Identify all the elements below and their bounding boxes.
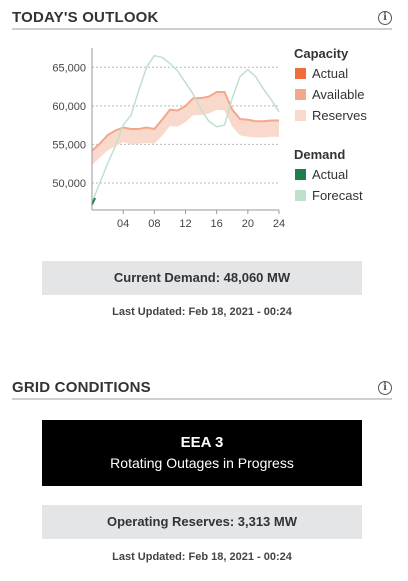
eea-status-box: EEA 3 Rotating Outages in Progress <box>42 420 362 486</box>
current-demand-bar: Current Demand: 48,060 MW <box>42 261 362 295</box>
grid-last-updated: Last Updated: Feb 18, 2021 - 00:24 <box>112 551 292 563</box>
y-tick-label: 60,000 <box>52 101 86 113</box>
legend-swatch <box>295 190 306 201</box>
legend-item-label: Reserves <box>312 108 367 123</box>
outlook-last-updated: Last Updated: Feb 18, 2021 - 00:24 <box>112 306 292 318</box>
forecast-line <box>91 54 280 203</box>
eea-level: EEA 3 <box>180 434 224 451</box>
legend-swatch <box>295 110 306 121</box>
grid-header: GRID CONDITIONS i <box>12 376 392 400</box>
legend-item-label: Actual <box>312 66 348 81</box>
x-tick-label: 20 <box>242 218 254 230</box>
legend-swatch <box>295 68 306 79</box>
x-tick-label: 24 <box>273 218 285 230</box>
grid-title: GRID CONDITIONS <box>12 379 151 396</box>
legend-swatch <box>295 169 306 180</box>
eea-description: Rotating Outages in Progress <box>110 455 294 471</box>
available-line <box>91 91 279 152</box>
legend-item-label: Actual <box>312 167 348 182</box>
y-tick-label: 55,000 <box>52 139 86 151</box>
x-tick-label: 04 <box>117 218 129 230</box>
outlook-chart: 50,000 55,000 60,000 65,000 04 08 12 16 20 24 Capa… <box>52 46 367 230</box>
legend-group-title: Demand <box>294 147 345 162</box>
x-tick-label: 08 <box>148 218 160 230</box>
y-tick-label: 50,000 <box>52 178 86 190</box>
demand-actual-line <box>91 197 97 206</box>
legend-group-title: Capacity <box>294 46 349 61</box>
legend-swatch <box>295 89 306 100</box>
outlook-title: TODAY'S OUTLOOK <box>12 9 159 26</box>
outlook-header: TODAY'S OUTLOOK i <box>12 6 392 30</box>
x-tick-label: 12 <box>179 218 191 230</box>
legend-item-label: Available <box>312 87 365 102</box>
y-tick-label: 65,000 <box>52 62 86 74</box>
grid-info-icon[interactable]: i <box>378 381 392 395</box>
operating-reserves-bar: Operating Reserves: 3,313 MW <box>42 505 362 539</box>
legend-item-label: Forecast <box>312 188 363 203</box>
x-tick-label: 16 <box>211 218 223 230</box>
outlook-info-icon[interactable]: i <box>378 11 392 25</box>
